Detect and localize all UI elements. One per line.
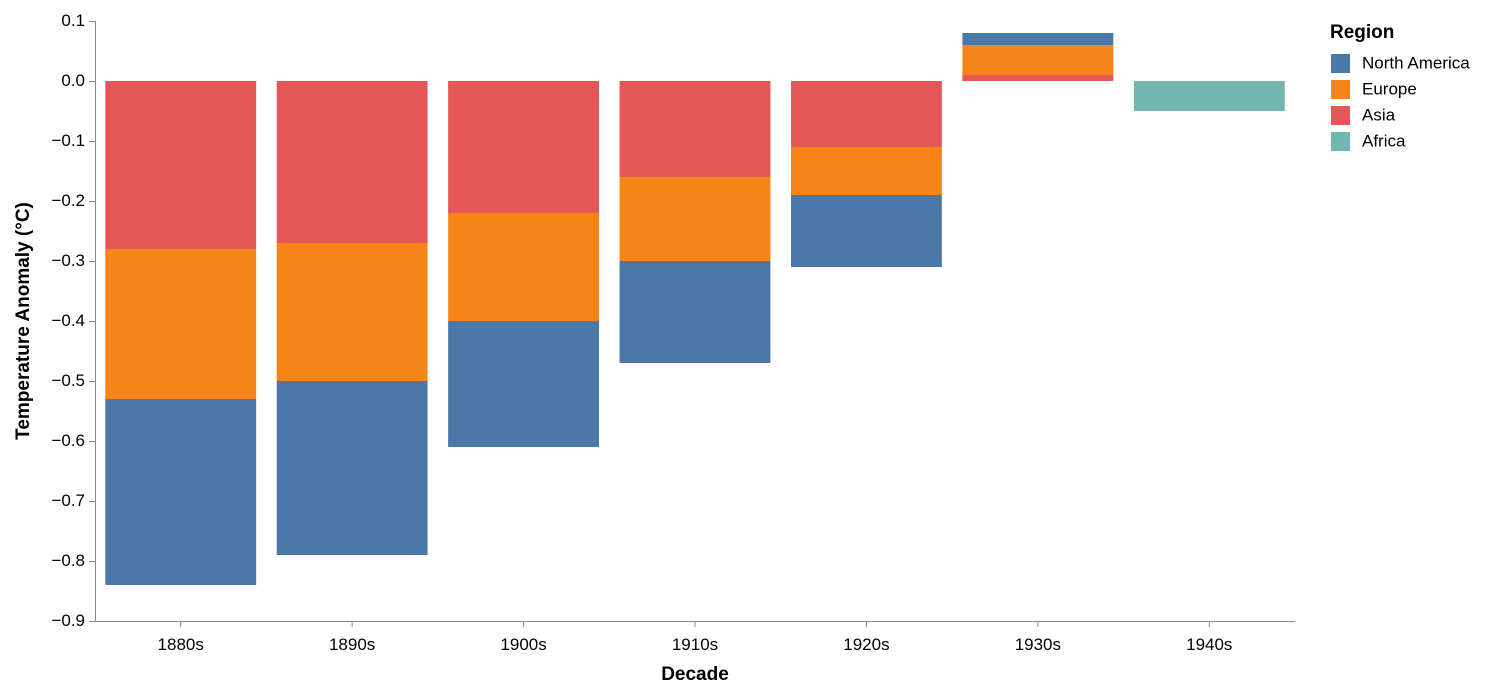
bar-africa-1940s — [1133, 81, 1285, 111]
bar-europe-1880s — [105, 249, 257, 399]
y-tick-label: −0.2 — [51, 191, 85, 210]
bar-europe-1890s — [276, 243, 428, 381]
bar-asia-1920s — [791, 81, 942, 147]
legend-label-africa: Africa — [1362, 131, 1406, 150]
x-tick-label: 1910s — [672, 635, 718, 654]
bar-europe-1910s — [619, 177, 771, 261]
legend-label-asia: Asia — [1362, 105, 1396, 124]
bar-north-america-1930s — [962, 33, 1114, 45]
legend-swatch-africa — [1331, 132, 1350, 151]
y-tick-label: −0.3 — [51, 251, 85, 270]
x-tick-label: 1880s — [158, 635, 204, 654]
y-tick-label: −0.8 — [51, 551, 85, 570]
y-axis-title: Temperature Anomaly (°C) — [13, 202, 34, 440]
bar-north-america-1910s — [619, 261, 771, 363]
y-tick-label: 0.1 — [61, 11, 85, 30]
axes-layer: 0.1 0.0 −0.1 −0.2 −0.3 −0.4 −0.5 −0.6 −0.7 −0.8 −0… — [51, 11, 1295, 654]
x-axis-title: Decade — [661, 664, 729, 685]
legend: Region North America Europe Asia Africa — [1330, 22, 1470, 151]
legend-swatch-asia — [1331, 106, 1350, 125]
y-tick-label: −0.9 — [51, 611, 85, 630]
legend-swatch-europe — [1331, 80, 1350, 99]
bar-europe-1900s — [448, 213, 599, 321]
x-tick-label: 1940s — [1186, 635, 1232, 654]
x-tick-label: 1900s — [500, 635, 546, 654]
legend-label-europe: Europe — [1362, 79, 1417, 98]
y-tick-label: −0.7 — [51, 491, 85, 510]
bar-north-america-1880s — [105, 399, 257, 585]
y-tick-label: −0.5 — [51, 371, 85, 390]
bars-layer — [105, 33, 1285, 585]
y-tick-label: −0.4 — [51, 311, 85, 330]
legend-label-north-america: North America — [1362, 53, 1470, 72]
bar-europe-1920s — [791, 147, 942, 195]
y-tick-label: −0.1 — [51, 131, 85, 150]
x-tick-label: 1890s — [329, 635, 375, 654]
bar-asia-1910s — [619, 81, 771, 177]
bar-asia-1930s — [962, 75, 1114, 81]
bar-europe-1930s — [962, 45, 1114, 75]
bar-north-america-1900s — [448, 321, 599, 447]
x-tick-label: 1930s — [1015, 635, 1061, 654]
y-tick-label: −0.6 — [51, 431, 85, 450]
bar-north-america-1920s — [791, 195, 942, 267]
bar-north-america-1890s — [276, 381, 428, 555]
legend-swatch-north-america — [1331, 54, 1350, 73]
bar-asia-1880s — [105, 81, 257, 249]
y-tick-label: 0.0 — [61, 71, 85, 90]
x-tick-label: 1920s — [843, 635, 889, 654]
bar-asia-1900s — [448, 81, 599, 213]
legend-title: Region — [1330, 22, 1394, 43]
bar-asia-1890s — [276, 81, 428, 243]
